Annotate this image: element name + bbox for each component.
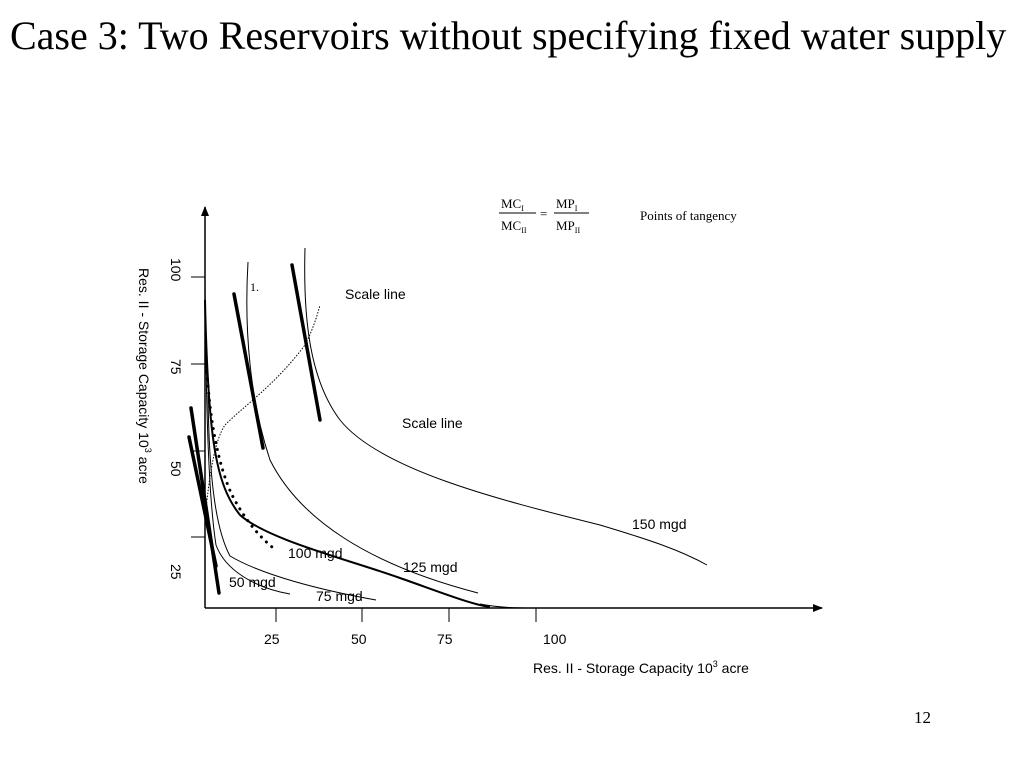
points-of-tangency-label: Points of tangency <box>640 208 737 223</box>
isoquant-150-mgd <box>304 247 708 566</box>
isoquant-label-100: 100 mgd <box>288 545 342 561</box>
svg-text:MCII: MCII <box>501 218 527 235</box>
x-tick-label: 100 <box>543 631 567 647</box>
isoquant-label-125: 125 mgd <box>403 559 457 575</box>
y-tick-label: 75 <box>168 359 184 375</box>
x-tick-label: 50 <box>351 631 367 647</box>
tangency-dotted-curve <box>205 370 279 553</box>
svg-text:MPI: MPI <box>556 196 578 213</box>
svg-text:MCI: MCI <box>501 196 524 213</box>
isoquant-label-150: 150 mgd <box>632 516 686 532</box>
isoquant-125-mgd <box>246 261 479 594</box>
scale-line-label-lower: Scale line <box>402 415 463 431</box>
isoquant-75-mgd <box>207 394 377 601</box>
y-axis-label: Res. II - Storage Capacity 103 acre <box>136 268 153 484</box>
isoquant-label-75: 75 mgd <box>316 588 363 604</box>
expansion-path-curve <box>204 304 321 519</box>
x-tick-label: 75 <box>437 631 453 647</box>
isoquant-label-50: 50 mgd <box>229 574 276 590</box>
scale-line-label-upper: Scale line <box>345 286 406 302</box>
isoquant-tail <box>479 603 536 609</box>
slide-title: Case 3: Two Reservoirs without specifyin… <box>10 13 1007 58</box>
scale-line-tangent <box>232 292 265 450</box>
x-tick-label: 25 <box>264 631 280 647</box>
scale-line-tangent <box>290 263 322 422</box>
x-tick-marks <box>275 608 537 622</box>
svg-text:MPII: MPII <box>556 218 580 235</box>
y-tick-label: 25 <box>168 564 184 580</box>
page-number: 12 <box>914 708 931 727</box>
y-tick-label: 50 <box>168 461 184 477</box>
x-axis-label: Res. II - Storage Capacity 103 acre <box>533 659 749 676</box>
marker-1: 1. <box>250 280 259 294</box>
tangency-equation: MCI MCII = MPI MPII <box>499 196 589 235</box>
scale-line-tangent <box>187 435 218 568</box>
svg-text:=: = <box>540 206 547 221</box>
y-tick-label: 100 <box>168 258 184 282</box>
isoquant-100-mgd <box>204 299 491 608</box>
